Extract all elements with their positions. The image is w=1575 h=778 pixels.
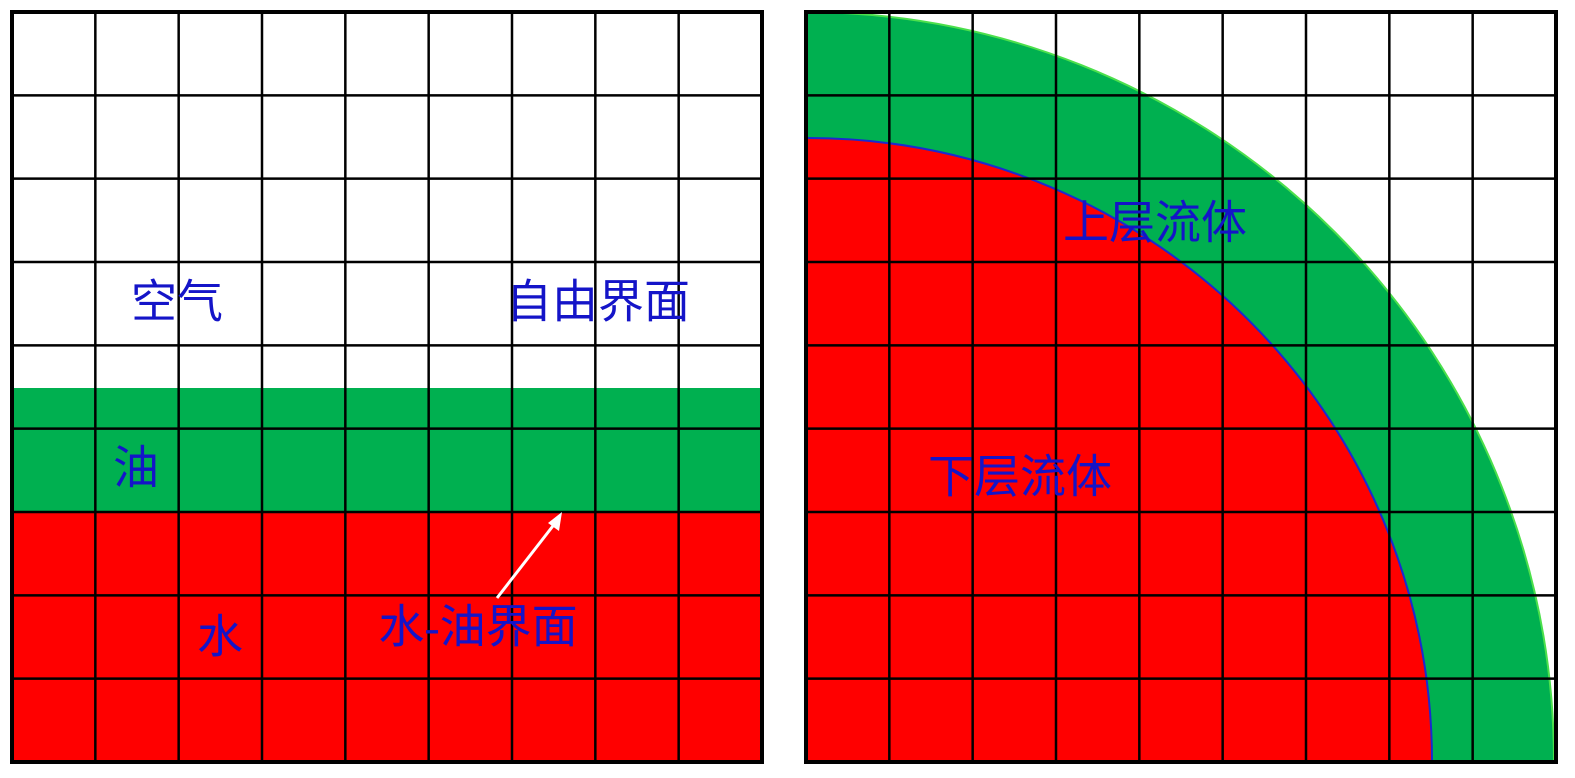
panel-border xyxy=(10,10,764,764)
left-panel: 空气 自由界面 油 水 水-油界面 xyxy=(10,10,764,764)
right-panel: 上层流体 下层流体 xyxy=(804,10,1558,764)
interface-label: 水-油界面 xyxy=(378,602,577,653)
air-label: 空气 xyxy=(131,277,223,328)
arrow-shaft xyxy=(495,521,558,599)
free-surface-label: 自由界面 xyxy=(506,277,690,328)
water-label: 水 xyxy=(197,612,243,663)
arrow-head xyxy=(548,512,562,531)
lower-fluid-region xyxy=(805,136,1434,763)
grid xyxy=(804,10,1558,764)
panel-border xyxy=(804,10,1558,764)
water-layer xyxy=(12,512,762,762)
grid xyxy=(10,10,764,764)
lower-fluid-label: 下层流体 xyxy=(928,452,1112,503)
oil-label: 油 xyxy=(113,443,159,494)
oil-layer xyxy=(12,388,762,512)
upper-fluid-label: 上层流体 xyxy=(1063,198,1247,249)
